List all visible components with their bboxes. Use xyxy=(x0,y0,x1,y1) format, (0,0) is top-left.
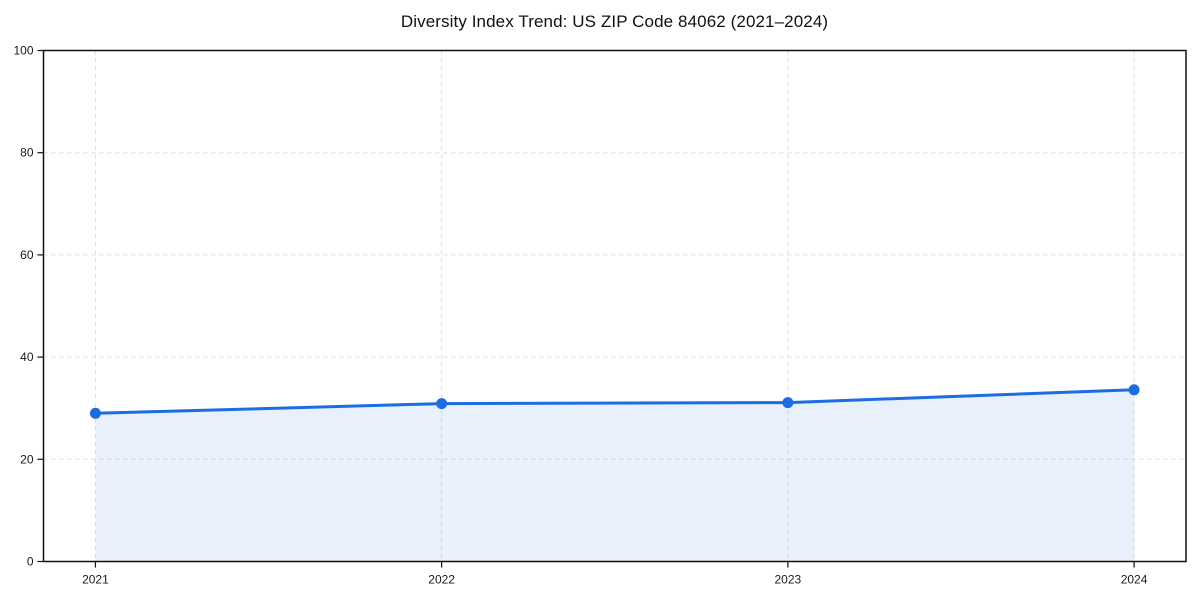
y-tick-label: 20 xyxy=(20,452,34,466)
y-tick-label: 60 xyxy=(20,248,34,262)
data-point-marker xyxy=(782,397,794,409)
x-tick-label: 2024 xyxy=(1121,573,1148,587)
data-point-marker xyxy=(89,407,101,419)
trend-line xyxy=(93,388,1136,415)
x-tick-label: 2023 xyxy=(775,573,802,587)
y-tick-label: 80 xyxy=(20,146,34,160)
y-tick-label: 0 xyxy=(27,555,34,569)
x-tick-label: 2021 xyxy=(82,573,109,587)
area-fill xyxy=(95,389,1135,562)
y-tick-label: 40 xyxy=(20,350,34,364)
x-tick-label: 2022 xyxy=(428,573,455,587)
data-point-marker xyxy=(436,398,448,410)
y-tick-label: 100 xyxy=(13,44,33,58)
plot-frame xyxy=(42,49,1187,563)
data-point-marker xyxy=(1128,384,1140,396)
chart-title: Diversity Index Trend: US ZIP Code 84062… xyxy=(400,12,829,31)
